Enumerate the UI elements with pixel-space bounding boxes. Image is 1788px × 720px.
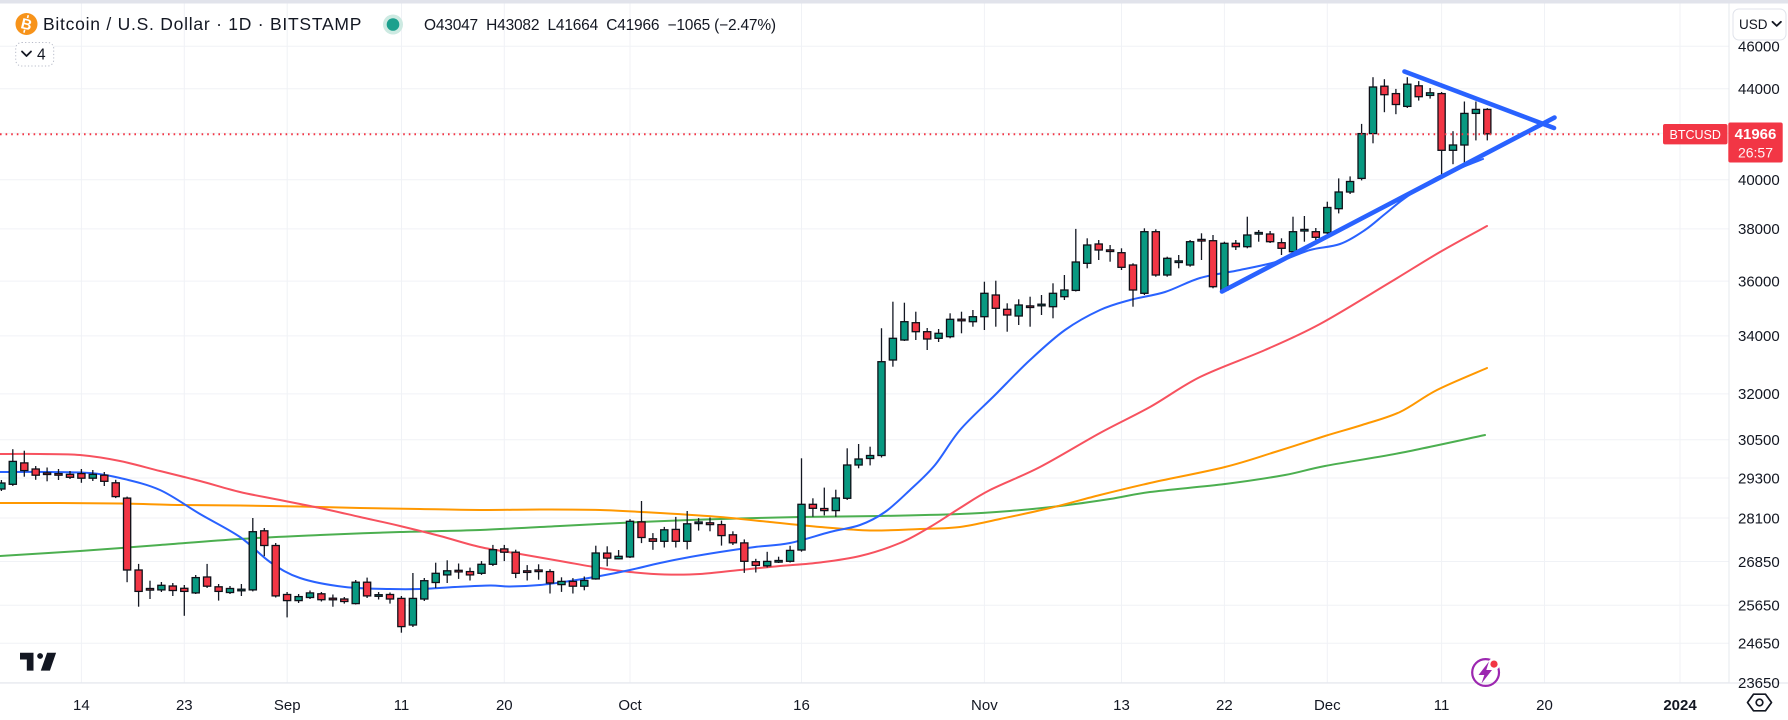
svg-text:26:57: 26:57 bbox=[1738, 145, 1773, 161]
svg-text:11: 11 bbox=[1434, 697, 1450, 714]
svg-text:16: 16 bbox=[793, 697, 810, 714]
svg-text:20: 20 bbox=[496, 697, 513, 714]
svg-text:29300: 29300 bbox=[1738, 470, 1780, 487]
svg-text:22: 22 bbox=[1216, 697, 1233, 714]
svg-text:41966: 41966 bbox=[1735, 126, 1777, 143]
svg-text:44000: 44000 bbox=[1738, 81, 1780, 98]
svg-text:13: 13 bbox=[1113, 697, 1130, 714]
svg-text:34000: 34000 bbox=[1738, 328, 1780, 345]
svg-text:46000: 46000 bbox=[1738, 39, 1780, 56]
svg-text:38000: 38000 bbox=[1738, 221, 1780, 238]
svg-text:23: 23 bbox=[176, 697, 193, 714]
svg-text:32000: 32000 bbox=[1738, 386, 1780, 403]
svg-text:36000: 36000 bbox=[1738, 273, 1780, 290]
svg-text:20: 20 bbox=[1536, 697, 1553, 714]
svg-text:2024: 2024 bbox=[1663, 697, 1697, 714]
svg-text:26850: 26850 bbox=[1738, 554, 1780, 571]
svg-text:40000: 40000 bbox=[1738, 172, 1780, 189]
svg-text:23650: 23650 bbox=[1738, 675, 1780, 692]
svg-text:O43047 H43082 L41664 C41966: O43047 H43082 L41664 C41966 −1065 (−2.47… bbox=[424, 17, 776, 34]
svg-text:B: B bbox=[19, 15, 34, 34]
svg-text:Bitcoin / U.S. Dollar · 1D · B: Bitcoin / U.S. Dollar · 1D · BITSTAMP bbox=[43, 14, 362, 34]
svg-text:28100: 28100 bbox=[1738, 510, 1780, 527]
svg-text:Nov: Nov bbox=[971, 697, 998, 714]
svg-text:25650: 25650 bbox=[1738, 598, 1780, 615]
svg-text:BTCUSD: BTCUSD bbox=[1669, 128, 1720, 142]
svg-text:4: 4 bbox=[37, 47, 46, 64]
svg-text:24650: 24650 bbox=[1738, 636, 1780, 653]
svg-text:14: 14 bbox=[73, 697, 90, 714]
svg-text:USD: USD bbox=[1739, 17, 1768, 32]
svg-text:Sep: Sep bbox=[274, 697, 301, 714]
svg-text:Oct: Oct bbox=[618, 697, 642, 714]
svg-text:30500: 30500 bbox=[1738, 432, 1780, 449]
svg-text:11: 11 bbox=[394, 697, 410, 714]
svg-text:Dec: Dec bbox=[1314, 697, 1341, 714]
